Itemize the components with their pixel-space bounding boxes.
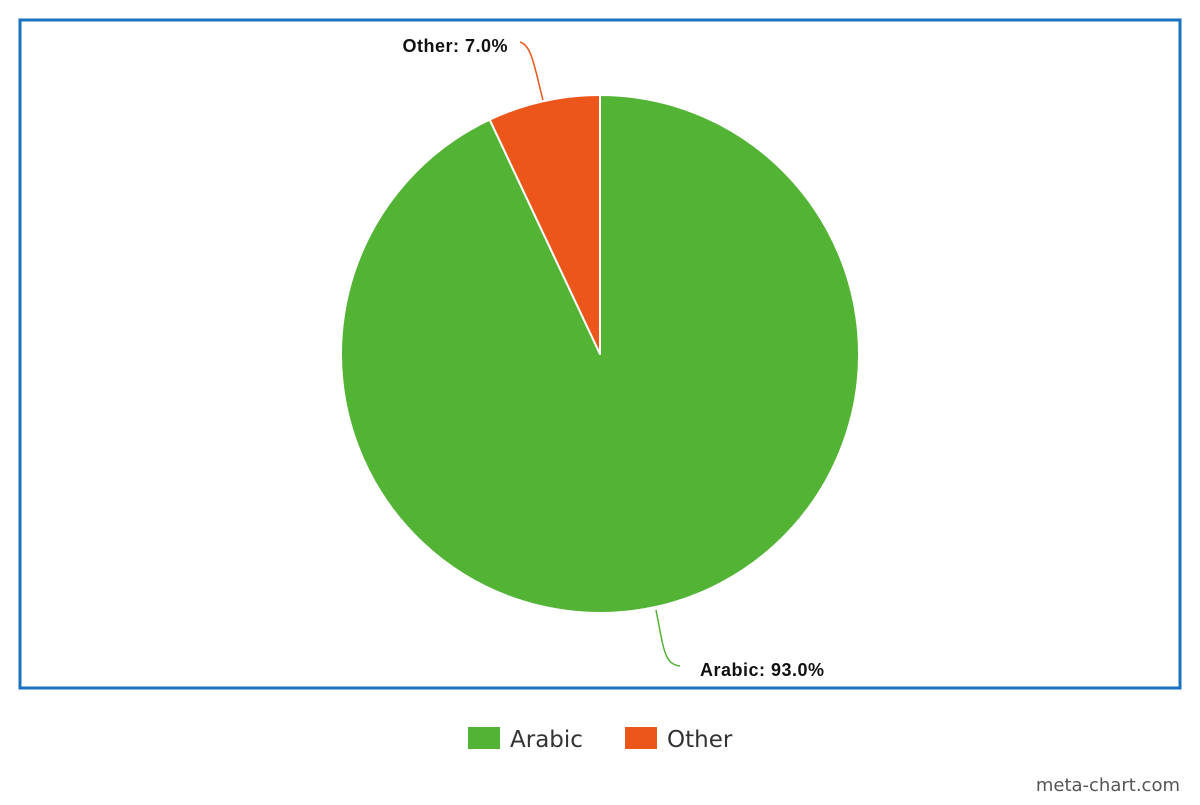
legend-label-other: Other [667,727,733,753]
slice-label-arabic: Arabic: 93.0% [700,660,825,680]
label-connector-arabic [655,609,681,667]
legend-item-arabic[interactable]: Arabic [468,727,583,753]
label-connector-other [519,41,544,101]
legend: Arabic Other [468,727,733,753]
legend-label-arabic: Arabic [510,727,583,753]
slice-label-other: Other: 7.0% [402,36,508,56]
legend-swatch-arabic [468,727,500,749]
pie-slice-other[interactable] [488,94,601,355]
watermark: meta-chart.com [1036,775,1180,796]
legend-swatch-other [625,727,657,749]
pie-slices [340,94,860,614]
legend-item-other[interactable]: Other [625,727,733,753]
